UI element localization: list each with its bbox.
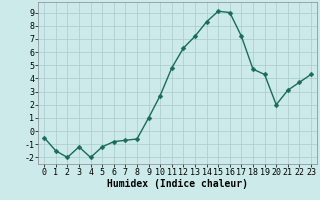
X-axis label: Humidex (Indice chaleur): Humidex (Indice chaleur) xyxy=(107,179,248,189)
